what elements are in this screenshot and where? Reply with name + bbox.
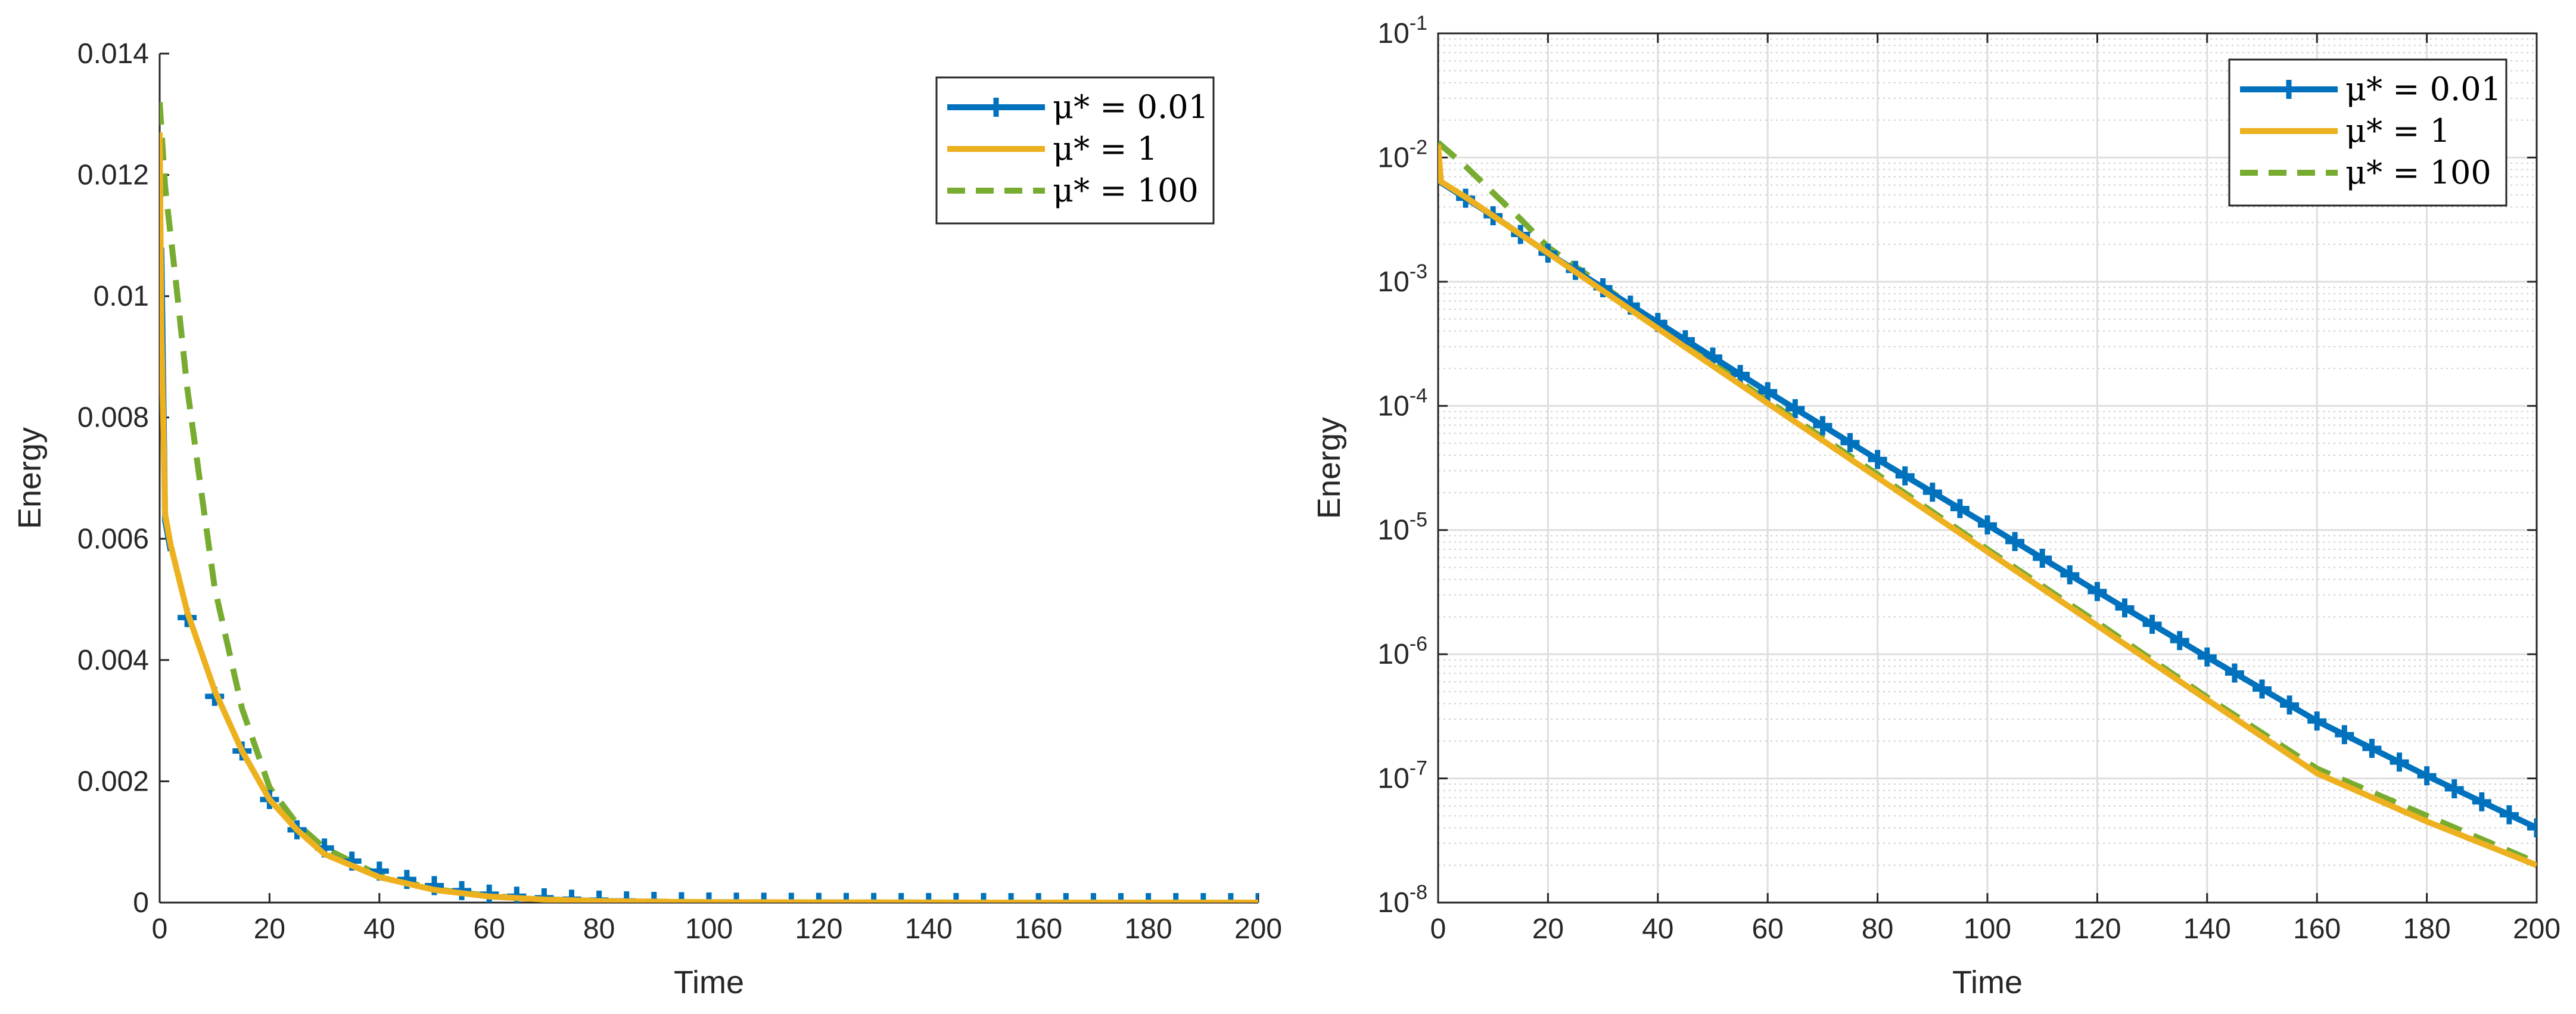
y-tick-label: 0.006: [77, 523, 149, 555]
series-markers-0: [178, 608, 1258, 903]
y-tick-label: 0: [133, 887, 149, 919]
series-markers-0: [1456, 188, 2537, 838]
x-tick-label: 160: [1015, 913, 1062, 945]
y-tick-label: 10-6: [1377, 633, 1427, 670]
x-tick-label: 100: [1964, 913, 2011, 945]
x-tick-label: 120: [795, 913, 842, 945]
y-tick-label: 10-7: [1377, 757, 1427, 795]
x-tick-label: 40: [1642, 913, 1673, 945]
x-tick-label: 180: [2403, 913, 2451, 945]
legend: μ* = 0.01 μ* = 1 μ* = 100: [2228, 58, 2507, 207]
series-line-1: [1438, 144, 2537, 868]
y-axis-label: Energy: [12, 427, 48, 529]
legend-label-0: μ* = 0.01: [2345, 70, 2502, 108]
y-tick-label: 10-2: [1377, 136, 1427, 173]
legend-label-0: μ* = 0.01: [1053, 88, 1209, 126]
legend-label-1: μ* = 1: [1053, 130, 1158, 167]
y-tick-label: 10-8: [1377, 881, 1427, 919]
x-tick-label: 80: [583, 913, 615, 945]
x-tick-label: 200: [2513, 913, 2561, 945]
x-tick-label: 0: [1430, 913, 1446, 945]
y-tick-label: 10-3: [1377, 260, 1427, 298]
x-tick-label: 80: [1862, 913, 1893, 945]
series-line-1: [160, 132, 1258, 903]
log-energy-chart: 0 20 40 60 80 100 120 140 160 180 200 10-8 10-7 10-6 1…: [1311, 12, 2561, 1000]
x-tick-label: 0: [152, 913, 168, 945]
y-tick-label: 10-5: [1377, 509, 1427, 546]
legend: μ* = 0.01 μ* = 1 μ* = 100: [935, 76, 1215, 225]
y-tick-label: 0.004: [77, 645, 149, 676]
x-tick-label: 140: [905, 913, 953, 945]
y-axis-label: Energy: [1311, 417, 1347, 519]
series-line-2: [160, 102, 1258, 903]
x-axis-label: Time: [674, 965, 744, 1000]
legend-label-1: μ* = 1: [2345, 112, 2450, 150]
x-tick-label: 180: [1125, 913, 1172, 945]
y-tick-label: 10-4: [1377, 384, 1427, 422]
x-tick-label: 60: [1752, 913, 1784, 945]
x-tick-label: 120: [2073, 913, 2121, 945]
legend-label-2: μ* = 100: [2345, 154, 2491, 191]
y-tick-label: 0.01: [94, 281, 149, 312]
x-tick-label: 60: [474, 913, 505, 945]
y-tick-label: 0.002: [77, 766, 149, 797]
x-tick-label: 140: [2183, 913, 2231, 945]
x-tick-label: 200: [1234, 913, 1282, 945]
y-tick-label: 0.008: [77, 402, 149, 434]
x-tick-label: 40: [363, 913, 395, 945]
x-tick-label: 20: [254, 913, 285, 945]
x-tick-label: 20: [1532, 913, 1564, 945]
x-axis-label: Time: [1952, 965, 2023, 1000]
linear-energy-chart: 0 20 40 60 80 100 120 140 160 180 200 0 0.002 0.004 0.…: [12, 38, 1282, 1000]
y-tick-label: 0.012: [77, 160, 149, 191]
x-tick-label: 100: [685, 913, 733, 945]
y-tick-label: 0.014: [77, 38, 149, 70]
y-tick-label: 10-1: [1377, 12, 1427, 49]
x-tick-label: 160: [2293, 913, 2341, 945]
legend-label-2: μ* = 100: [1053, 172, 1199, 209]
